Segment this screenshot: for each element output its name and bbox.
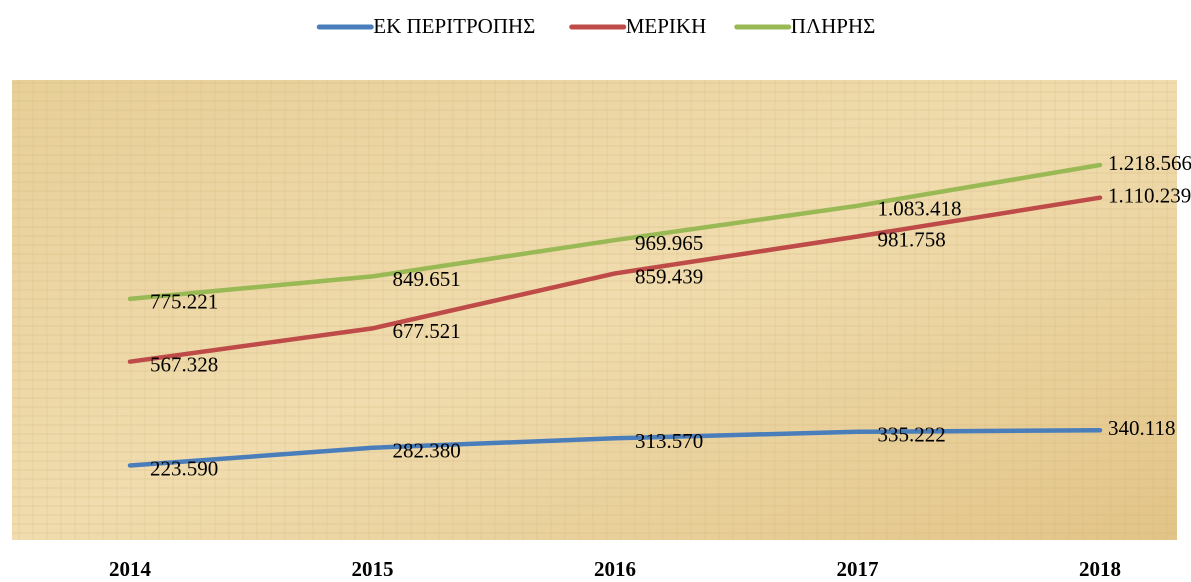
series-line	[127, 195, 1103, 364]
x-tick-label: 2018	[1079, 557, 1121, 581]
data-label: 1.218.566	[1108, 151, 1191, 175]
series-line	[127, 428, 1103, 468]
data-label: 282.380	[393, 439, 461, 463]
x-tick-label: 2016	[594, 557, 636, 581]
data-label: 340.118	[1108, 416, 1175, 440]
data-label: 849.651	[393, 267, 461, 291]
legend-label: ΠΛΗΡΗΣ	[791, 14, 876, 38]
data-label: 859.439	[635, 264, 703, 288]
data-label: 567.328	[150, 352, 218, 376]
data-label: 1.083.418	[878, 197, 962, 221]
legend-label: ΜΕΡΙΚΗ	[626, 14, 707, 38]
data-label: 223.590	[150, 456, 218, 480]
data-label: 335.222	[878, 423, 946, 447]
x-tick-label: 2017	[837, 557, 879, 581]
plot-texture	[12, 80, 1177, 540]
x-tick-label: 2015	[352, 557, 394, 581]
data-label: 677.521	[393, 319, 461, 343]
series-line	[127, 162, 1103, 302]
data-label: 313.570	[635, 429, 703, 453]
data-label: 969.965	[635, 231, 703, 255]
data-label: 775.221	[150, 290, 218, 314]
legend-label: ΕΚ ΠΕΡΙΤΡΟΠΗΣ	[373, 14, 535, 38]
data-label: 981.758	[878, 227, 946, 251]
data-label: 1.110.239	[1108, 184, 1191, 208]
x-tick-label: 2014	[109, 557, 152, 581]
